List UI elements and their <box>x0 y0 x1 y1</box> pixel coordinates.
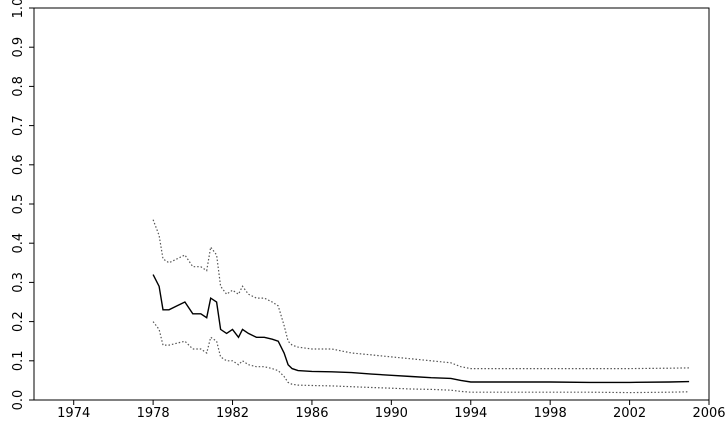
estimate-line <box>152 274 690 384</box>
x-tick-label: 1978 <box>137 406 170 421</box>
y-tick-label: 0.0 <box>11 390 26 411</box>
upper-bound-line <box>152 219 690 370</box>
y-tick-label: 0.6 <box>11 154 26 175</box>
x-tick-label: 1986 <box>295 406 328 421</box>
x-tick-label: 1974 <box>57 406 90 421</box>
x-tick-label: 1994 <box>454 406 487 421</box>
x-axis: 1974 1978 1982 1986 1990 1994 1998 2002 2006 <box>57 400 726 421</box>
x-tick-label: 1998 <box>534 406 567 421</box>
plot-frame <box>33 7 710 401</box>
x-tick-label: 1982 <box>216 406 249 421</box>
series-layer <box>152 219 690 394</box>
x-tick-label: 2002 <box>613 406 646 421</box>
y-tick-label: 0.9 <box>11 37 26 58</box>
y-tick-label: 0.4 <box>11 233 26 254</box>
y-axis: 0.0 0.1 0.2 0.3 0.4 0.5 0.6 0.7 0.8 0.9 1.0 <box>11 0 34 410</box>
y-tick-label: 0.5 <box>11 194 26 215</box>
y-tick-label: 0.3 <box>11 272 26 293</box>
y-tick-label: 0.7 <box>11 115 26 136</box>
y-tick-label: 0.8 <box>11 76 26 97</box>
x-tick-label: 2006 <box>692 406 725 421</box>
y-tick-label: 0.2 <box>11 311 26 332</box>
y-tick-label: 0.1 <box>11 350 26 371</box>
y-tick-label: 1.0 <box>11 0 26 18</box>
x-tick-label: 1990 <box>375 406 408 421</box>
